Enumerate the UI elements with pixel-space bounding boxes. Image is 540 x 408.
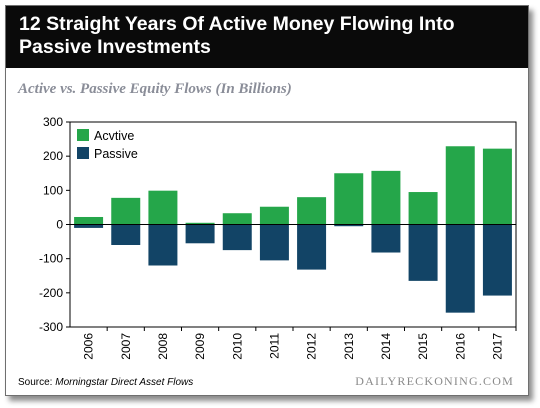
- y-tick-label: 100: [43, 183, 63, 197]
- x-tick-label: 2006: [82, 333, 96, 360]
- bar-passive: [482, 224, 512, 296]
- bar-passive: [74, 224, 104, 228]
- source-note: Source: Morningstar Direct Asset Flows: [18, 377, 193, 388]
- bar-passive: [408, 224, 438, 281]
- bar-passive: [148, 224, 178, 266]
- y-tick-label: -200: [39, 286, 63, 300]
- x-tick-label: 2015: [416, 333, 430, 360]
- x-tick-label: 2009: [193, 333, 207, 360]
- bar-passive: [222, 224, 252, 251]
- bar-passive: [334, 224, 364, 227]
- bar-chart: -300 -200 -100 0 100 200 300 2006 2007 2008 2009 20…: [39, 115, 517, 360]
- x-tick-label: 2011: [267, 333, 281, 359]
- bar-passive: [259, 224, 289, 261]
- x-tick-label: 2016: [453, 333, 467, 360]
- source-label: Source:: [18, 377, 53, 388]
- chart-card: 12 Straight Years Of Active Money Flowin…: [5, 5, 529, 396]
- legend-label-passive: Passive: [94, 147, 138, 161]
- chart-subtitle: Active vs. Passive Equity Flows (In Bill…: [18, 81, 292, 97]
- bar-active: [408, 192, 438, 225]
- bar-active: [482, 148, 512, 225]
- bar-active: [371, 170, 401, 225]
- x-tick-label: 2010: [230, 333, 244, 360]
- y-tick-label: 300: [43, 115, 63, 129]
- bar-active: [222, 213, 252, 225]
- x-tick-label: 2012: [305, 333, 319, 360]
- legend-swatch-passive: [77, 147, 89, 159]
- x-tick-label: 2014: [379, 333, 393, 360]
- y-tick-label: -100: [39, 252, 63, 266]
- legend-swatch-active: [77, 129, 89, 141]
- bar-active: [111, 197, 141, 225]
- bar-passive: [111, 224, 141, 245]
- x-tick-label: 2017: [490, 333, 504, 360]
- page-title: 12 Straight Years Of Active Money Flowin…: [19, 13, 455, 58]
- legend-label-active: Acvtive: [94, 129, 134, 143]
- bar-passive: [185, 224, 215, 244]
- title-bar: 12 Straight Years Of Active Money Flowin…: [6, 6, 528, 68]
- y-tick-label: 200: [43, 149, 63, 163]
- bar-active: [445, 146, 475, 225]
- bar-passive: [445, 224, 475, 313]
- bar-active: [334, 173, 364, 225]
- bar-active: [148, 190, 178, 225]
- bar-active: [259, 206, 289, 225]
- site-credit: DAILYRECKONING.COM: [355, 374, 514, 388]
- source-name: Morningstar Direct Asset Flows: [55, 377, 194, 388]
- x-tick-label: 2008: [156, 333, 170, 360]
- x-tick-label: 2013: [342, 333, 356, 360]
- bar-passive: [297, 224, 327, 270]
- x-tick-label: 2007: [119, 333, 133, 360]
- bar-passive: [371, 224, 401, 253]
- y-tick-label: 0: [56, 218, 63, 232]
- bar-active: [185, 222, 215, 225]
- y-tick-label: -300: [39, 320, 63, 334]
- bar-active: [74, 216, 104, 225]
- bar-active: [297, 197, 327, 225]
